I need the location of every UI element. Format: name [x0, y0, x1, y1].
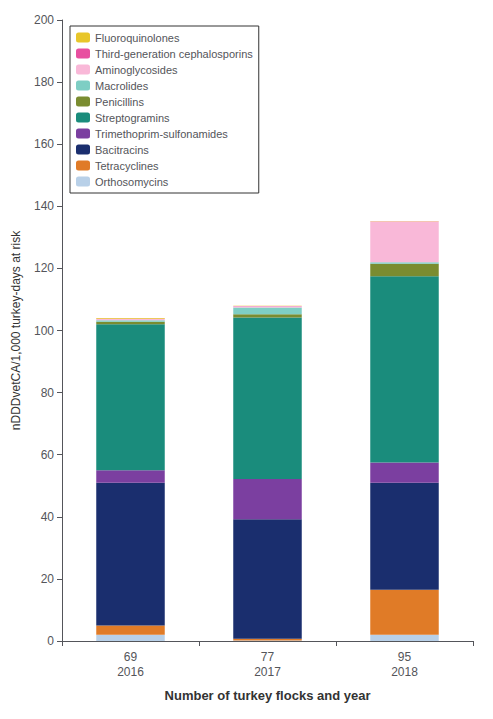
svg-text:Tetracyclines: Tetracyclines [95, 160, 159, 172]
svg-text:200: 200 [34, 13, 54, 27]
svg-text:Orthosomycins: Orthosomycins [95, 176, 169, 188]
svg-text:40: 40 [41, 510, 55, 524]
svg-text:160: 160 [34, 137, 54, 151]
svg-text:20: 20 [41, 572, 55, 586]
svg-text:2016: 2016 [117, 665, 144, 679]
svg-text:Number of turkey flocks and ye: Number of turkey flocks and year [165, 688, 371, 703]
svg-text:Bacitracins: Bacitracins [95, 144, 149, 156]
svg-text:180: 180 [34, 75, 54, 89]
svg-text:60: 60 [41, 448, 55, 462]
svg-text:69: 69 [124, 650, 138, 664]
svg-text:Penicillins: Penicillins [95, 96, 144, 108]
svg-text:0: 0 [47, 634, 54, 648]
svg-text:Aminoglycosides: Aminoglycosides [95, 64, 178, 76]
svg-text:Third-generation cephalosporin: Third-generation cephalosporins [95, 48, 253, 60]
svg-text:2017: 2017 [254, 665, 281, 679]
svg-text:Trimethoprim-sulfonamides: Trimethoprim-sulfonamides [95, 128, 228, 140]
svg-text:nDDDvetCA/1,000 turkey-days at: nDDDvetCA/1,000 turkey-days at risk [9, 230, 23, 430]
svg-text:Fluoroquinolones: Fluoroquinolones [95, 32, 180, 44]
svg-text:Streptogramins: Streptogramins [95, 112, 170, 124]
svg-text:100: 100 [34, 324, 54, 338]
svg-text:120: 120 [34, 261, 54, 275]
svg-text:80: 80 [41, 386, 55, 400]
svg-text:140: 140 [34, 199, 54, 213]
svg-text:2018: 2018 [391, 665, 418, 679]
svg-text:77: 77 [261, 650, 275, 664]
svg-text:95: 95 [398, 650, 412, 664]
svg-text:Macrolides: Macrolides [95, 80, 149, 92]
